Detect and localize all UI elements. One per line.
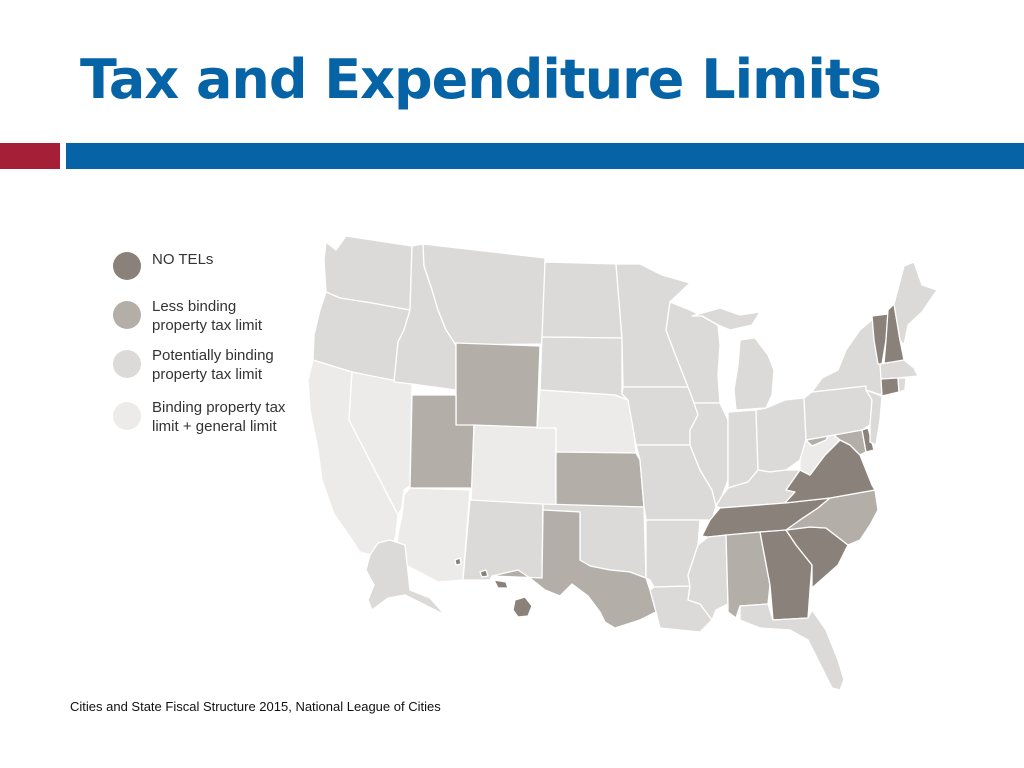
legend-label-line: property tax limit [152, 366, 263, 383]
state-hi-big-island [512, 596, 533, 618]
legend-label: Binding property tax limit + general limi… [152, 398, 322, 436]
state-me [893, 261, 938, 346]
legend-label-line: Potentially binding [152, 347, 274, 364]
state-mi [691, 307, 761, 331]
legend-label-line: NO TELs [152, 251, 214, 268]
state-nd [541, 261, 623, 339]
state-ks [555, 451, 645, 508]
state-de [861, 427, 875, 453]
state-il [689, 402, 729, 507]
state-tx [491, 509, 657, 629]
legend-label-line: Less binding [152, 298, 237, 315]
accent-bar-red [0, 143, 60, 169]
legend-swatch [113, 301, 141, 329]
legend-swatch [113, 252, 141, 280]
source-citation: Cities and State Fiscal Structure 2015, … [70, 699, 441, 714]
state-hi-islands [479, 569, 489, 578]
state-nm [462, 499, 544, 581]
legend-swatch [113, 402, 141, 430]
state-ak [365, 539, 446, 616]
state-nc [785, 489, 879, 546]
state-ri [897, 377, 907, 393]
state-wy [455, 342, 541, 429]
legend-label: NO TELs [152, 250, 322, 269]
state-nj [865, 389, 883, 446]
legend-label: Potentially binding property tax limit [152, 346, 322, 384]
state-co [470, 424, 557, 507]
legend-label-line: Binding property tax [152, 399, 286, 416]
state-ct [880, 377, 900, 397]
legend-label-line: property tax limit [152, 317, 263, 334]
legend-swatch [113, 350, 141, 378]
state-mi-lower [733, 337, 775, 411]
state-oh [755, 397, 807, 473]
state-fl [739, 603, 845, 691]
legend-label: Less binding property tax limit [152, 297, 322, 335]
state-hi-islands [493, 579, 509, 589]
accent-bar-blue [66, 143, 1024, 169]
state-hi-islands [454, 557, 462, 566]
legend-label-line: limit + general limit [152, 418, 277, 435]
state-ma [879, 359, 919, 380]
slide-title: Tax and Expenditure Limits [80, 48, 882, 111]
